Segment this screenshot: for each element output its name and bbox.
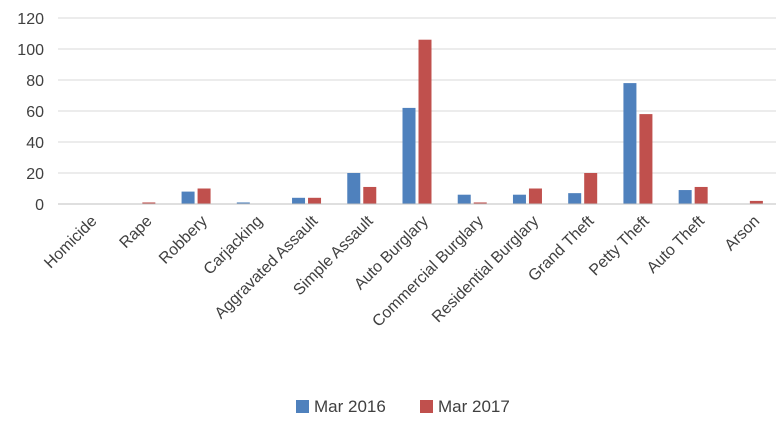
x-category-label: Residential Burglary <box>429 213 542 326</box>
bar-mar-2017-petty-theft <box>639 114 653 204</box>
legend-swatch <box>296 400 309 413</box>
x-category-label: Rape <box>117 213 156 252</box>
y-tick-label: 100 <box>17 42 44 59</box>
y-tick-label: 80 <box>26 73 44 90</box>
y-tick-label: 20 <box>26 166 44 183</box>
bar-mar-2016-simple-assault <box>347 173 361 204</box>
bar-mar-2016-petty-theft <box>623 83 637 204</box>
y-tick-label: 120 <box>17 11 44 28</box>
legend-label: Mar 2016 <box>314 397 386 416</box>
legend-label: Mar 2017 <box>438 397 510 416</box>
bar-mar-2016-robbery <box>181 191 195 204</box>
bar-mar-2017-auto-theft <box>694 186 708 204</box>
x-category-label: Robbery <box>156 213 211 268</box>
y-tick-label: 60 <box>26 104 44 121</box>
x-category-label: Aggravated Assault <box>212 212 322 322</box>
bar-mar-2016-grand-theft <box>568 193 582 204</box>
x-category-label: Homicide <box>41 213 100 272</box>
bar-mar-2017-aggravated-assault <box>308 197 322 204</box>
bar-mar-2017-robbery <box>197 188 211 204</box>
bar-mar-2016-auto-theft <box>678 190 692 204</box>
bar-mar-2017-simple-assault <box>363 186 377 204</box>
y-axis-ticks: 0 20 40 60 80 100 120 <box>17 11 44 214</box>
legend: Mar 2016 Mar 2017 <box>296 397 510 416</box>
bar-mar-2017-residential-burglary <box>528 188 542 204</box>
x-category-label: Commercial Burglary <box>369 213 487 331</box>
bar-mar-2017-grand-theft <box>584 173 598 204</box>
x-category-label: Petty Theft <box>586 212 653 279</box>
bar-mar-2017-arson <box>749 200 763 204</box>
gridlines <box>58 17 776 174</box>
bar-mar-2016-commercial-burglary <box>457 194 471 204</box>
x-category-label: Auto Theft <box>644 212 708 276</box>
y-tick-label: 0 <box>35 197 44 214</box>
bar-mar-2016-auto-burglary <box>402 107 416 204</box>
x-axis-category-labels: Homicide Rape RobberyCarjackingAggravated … <box>41 212 763 330</box>
x-category-label: Arson <box>722 213 764 255</box>
bar-mar-2016-residential-burglary <box>512 194 526 204</box>
bar-mar-2017-commercial-burglary <box>473 202 487 204</box>
bar-mar-2016-carjacking <box>236 202 250 204</box>
bars <box>142 39 763 205</box>
bar-mar-2017-auto-burglary <box>418 39 432 205</box>
y-tick-label: 40 <box>26 135 44 152</box>
bar-mar-2017-rape <box>142 202 156 204</box>
legend-swatch <box>420 400 433 413</box>
bar-mar-2016-aggravated-assault <box>292 197 306 204</box>
